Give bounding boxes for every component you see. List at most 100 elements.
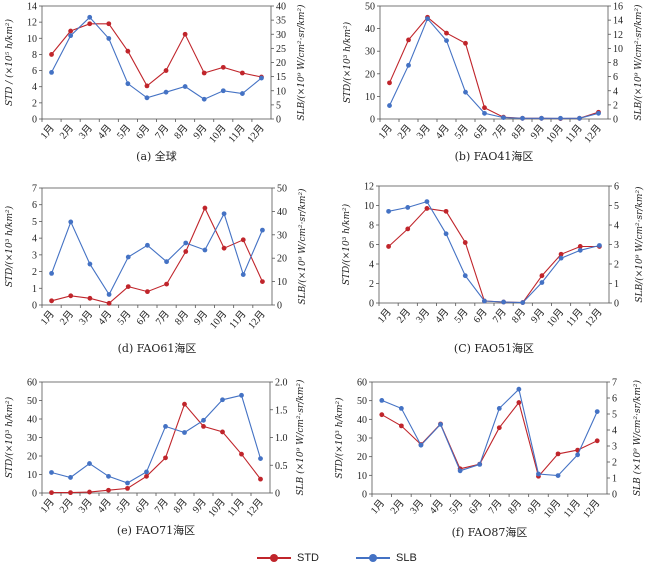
data-point-slb bbox=[463, 89, 468, 95]
y-axis-left-title: STD / (×10⁵ h/km²) bbox=[4, 18, 15, 106]
data-point-std bbox=[164, 281, 169, 287]
left-tick-label: 6 bbox=[369, 240, 374, 251]
right-tick-label: 3 bbox=[612, 442, 617, 453]
data-point-slb bbox=[496, 406, 502, 411]
left-tick-label: 3 bbox=[32, 250, 37, 261]
data-point-slb bbox=[220, 88, 226, 94]
legend-slb-marker bbox=[369, 554, 377, 563]
legend-slb-label: SLB bbox=[396, 552, 417, 564]
left-tick-label: 6 bbox=[32, 200, 37, 211]
left-tick-label: 2 bbox=[32, 98, 37, 109]
series-line-slb bbox=[389, 17, 599, 119]
x-tick-label: 9月 bbox=[525, 497, 544, 516]
data-point-slb bbox=[201, 96, 207, 102]
data-point-std bbox=[379, 412, 385, 418]
data-point-std bbox=[239, 451, 244, 457]
data-point-std bbox=[68, 293, 74, 299]
data-point-std bbox=[87, 489, 92, 495]
y-axis-left-title: STD/(×10³ h/km²) bbox=[4, 396, 15, 478]
data-point-slb bbox=[536, 471, 541, 477]
left-tick-label: 30 bbox=[357, 434, 367, 445]
x-tick-label: 8月 bbox=[509, 122, 528, 141]
right-tick-label: 35 bbox=[276, 16, 286, 27]
data-point-std bbox=[182, 31, 188, 37]
right-tick-label: 10 bbox=[613, 44, 623, 55]
data-point-std bbox=[201, 424, 206, 429]
x-tick-label: 6月 bbox=[134, 308, 153, 327]
x-tick-label: 2月 bbox=[57, 122, 76, 141]
data-point-slb bbox=[482, 110, 487, 116]
x-tick-label: 12月 bbox=[580, 497, 602, 520]
right-tick-label: 6 bbox=[613, 72, 618, 83]
x-tick-label: 5月 bbox=[114, 496, 133, 515]
data-point-slb bbox=[125, 480, 130, 486]
data-point-slb bbox=[49, 470, 54, 475]
right-tick-label: 10 bbox=[277, 277, 287, 288]
x-tick-label: 8月 bbox=[171, 496, 190, 515]
data-point-slb bbox=[87, 261, 93, 267]
right-tick-label: 4 bbox=[612, 426, 617, 437]
data-point-std bbox=[220, 64, 226, 70]
series-line-std bbox=[388, 16, 599, 120]
left-tick-label: 10 bbox=[357, 471, 367, 482]
left-tick-label: 0 bbox=[370, 115, 375, 126]
left-tick-label: 50 bbox=[357, 396, 367, 407]
left-tick-label: 4 bbox=[32, 234, 37, 245]
right-tick-label: 0 bbox=[614, 299, 619, 310]
left-tick-label: 0 bbox=[362, 490, 367, 501]
data-point-std bbox=[87, 295, 93, 301]
right-tick-label: 25 bbox=[276, 44, 286, 55]
data-point-slb bbox=[438, 422, 443, 427]
left-tick-label: 0 bbox=[32, 115, 37, 126]
data-point-slb bbox=[443, 231, 449, 237]
right-tick-label: 5 bbox=[612, 410, 617, 421]
x-tick-label: 4月 bbox=[95, 496, 114, 515]
data-point-slb bbox=[457, 468, 463, 474]
left-tick-label: 12 bbox=[27, 18, 37, 29]
chart-panel-e-fao71: 0 10 20 30 40 50 60 0 0.5 1.0 1.5 2.0 1月 2月 3月 4月 5月 6月 7月… bbox=[4, 378, 306, 538]
legend-std-label: STD bbox=[297, 552, 319, 564]
data-point-slb bbox=[259, 75, 264, 81]
x-tick-label: 8月 bbox=[172, 122, 191, 141]
right-tick-label: 14 bbox=[613, 16, 623, 27]
data-point-slb bbox=[144, 95, 150, 101]
right-tick-label: 1.5 bbox=[275, 405, 288, 416]
left-tick-label: 4 bbox=[32, 82, 37, 93]
x-tick-label: 1月 bbox=[376, 122, 395, 141]
left-tick-label: 8 bbox=[369, 221, 374, 232]
data-point-slb bbox=[68, 33, 74, 39]
left-tick-label: 7 bbox=[32, 184, 37, 195]
data-point-std bbox=[482, 105, 487, 111]
plot-frame bbox=[378, 185, 610, 304]
right-tick-label: 16 bbox=[613, 2, 623, 13]
x-tick-label: 10月 bbox=[207, 308, 229, 331]
data-point-std bbox=[577, 244, 583, 249]
x-tick-label: 3月 bbox=[407, 497, 426, 516]
panel-caption: (b) FAO41海区 bbox=[455, 149, 534, 163]
data-point-std bbox=[555, 451, 561, 457]
plot-frame bbox=[379, 5, 609, 120]
right-tick-label: 0 bbox=[613, 115, 618, 126]
data-point-slb bbox=[182, 84, 188, 89]
left-tick-label: 10 bbox=[364, 201, 374, 212]
data-point-slb bbox=[220, 397, 225, 403]
series-line-std bbox=[51, 23, 262, 87]
data-point-slb bbox=[555, 473, 561, 478]
x-tick-label: 6月 bbox=[133, 122, 152, 141]
left-tick-label: 30 bbox=[27, 433, 37, 444]
x-tick-label: 7月 bbox=[490, 122, 509, 141]
x-tick-label: 11月 bbox=[226, 122, 248, 145]
left-tick-label: 5 bbox=[32, 217, 37, 228]
x-tick-label: 10月 bbox=[207, 122, 229, 145]
left-tick-label: 2 bbox=[32, 267, 37, 278]
panel-caption: (d) FAO61海区 bbox=[118, 341, 197, 355]
series-line-slb bbox=[51, 16, 262, 100]
x-tick-label: 2月 bbox=[57, 496, 76, 515]
y-axis-right-title: SLB (×10⁹ W/cm²·sr/km²) bbox=[295, 379, 306, 495]
data-point-std bbox=[182, 401, 187, 407]
x-tick-label: 3月 bbox=[76, 122, 95, 141]
data-point-std bbox=[424, 206, 430, 211]
data-point-slb bbox=[516, 386, 522, 392]
